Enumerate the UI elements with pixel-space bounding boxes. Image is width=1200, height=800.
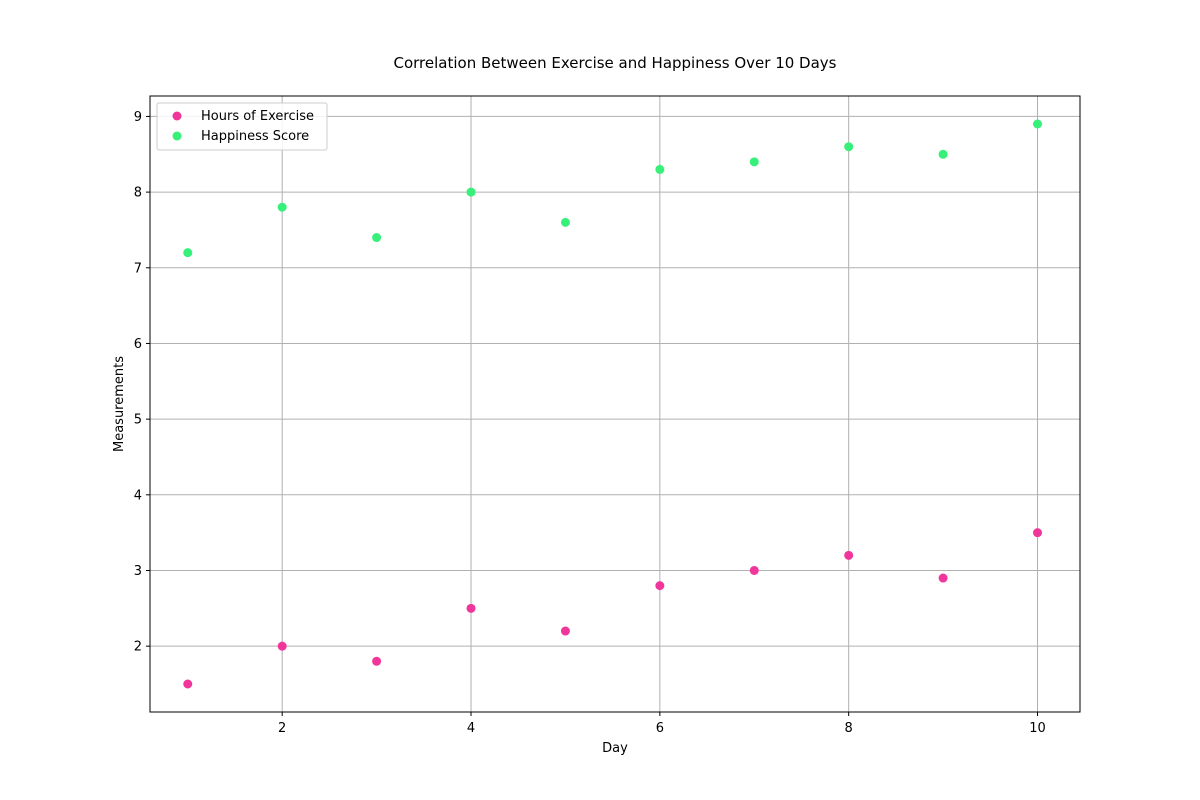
y-tick-label: 4 xyxy=(134,488,142,503)
data-point-happiness-score xyxy=(277,202,287,212)
chart-title: Correlation Between Exercise and Happine… xyxy=(393,54,836,72)
x-tick-label: 4 xyxy=(467,721,475,736)
plot-area-frame xyxy=(149,95,1081,713)
data-point-hours-of-exercise xyxy=(655,581,665,591)
data-point-happiness-score xyxy=(466,187,476,197)
legend-label-happiness-score: Happiness Score xyxy=(201,129,309,144)
legend-box xyxy=(156,102,328,151)
y-tick-label: 9 xyxy=(134,110,142,125)
legend-marker-hours-of-exercise xyxy=(172,111,182,121)
data-point-happiness-score xyxy=(655,164,665,174)
legend-label-hours-of-exercise: Hours of Exercise xyxy=(201,109,314,124)
axis-ticks: 2 4 6 8 10 2 3 4 5 6 7 8 9 xyxy=(134,110,1046,736)
data-point-hours-of-exercise xyxy=(372,656,382,666)
x-tick-label: 6 xyxy=(656,721,664,736)
data-point-hours-of-exercise xyxy=(938,573,948,583)
data-point-happiness-score xyxy=(560,217,570,227)
data-point-hours-of-exercise xyxy=(277,641,287,651)
y-tick-label: 7 xyxy=(134,261,142,276)
x-axis-label: Day xyxy=(602,741,628,756)
data-point-hours-of-exercise xyxy=(560,626,570,636)
data-point-happiness-score xyxy=(183,248,193,258)
grid xyxy=(150,96,1080,712)
x-tick-label: 8 xyxy=(845,721,853,736)
legend: Hours of Exercise Happiness Score xyxy=(156,102,328,151)
y-axis-label: Measurements xyxy=(112,356,127,452)
data-point-hours-of-exercise xyxy=(1033,528,1043,538)
y-tick-label: 3 xyxy=(134,564,142,579)
data-point-happiness-score xyxy=(1033,119,1043,129)
y-tick-label: 6 xyxy=(134,337,142,352)
x-tick-label: 2 xyxy=(278,721,286,736)
data-point-hours-of-exercise xyxy=(749,565,759,575)
y-tick-label: 2 xyxy=(134,640,142,655)
data-point-happiness-score xyxy=(372,233,382,243)
data-points xyxy=(183,119,1043,689)
data-point-happiness-score xyxy=(844,142,854,152)
y-tick-label: 5 xyxy=(134,413,142,428)
data-point-hours-of-exercise xyxy=(844,550,854,560)
x-tick-label: 10 xyxy=(1029,721,1046,736)
y-tick-label: 8 xyxy=(134,186,142,201)
data-point-hours-of-exercise xyxy=(183,679,193,689)
legend-marker-happiness-score xyxy=(172,131,182,141)
data-point-hours-of-exercise xyxy=(466,603,476,613)
data-point-happiness-score xyxy=(938,149,948,159)
data-point-happiness-score xyxy=(749,157,759,167)
